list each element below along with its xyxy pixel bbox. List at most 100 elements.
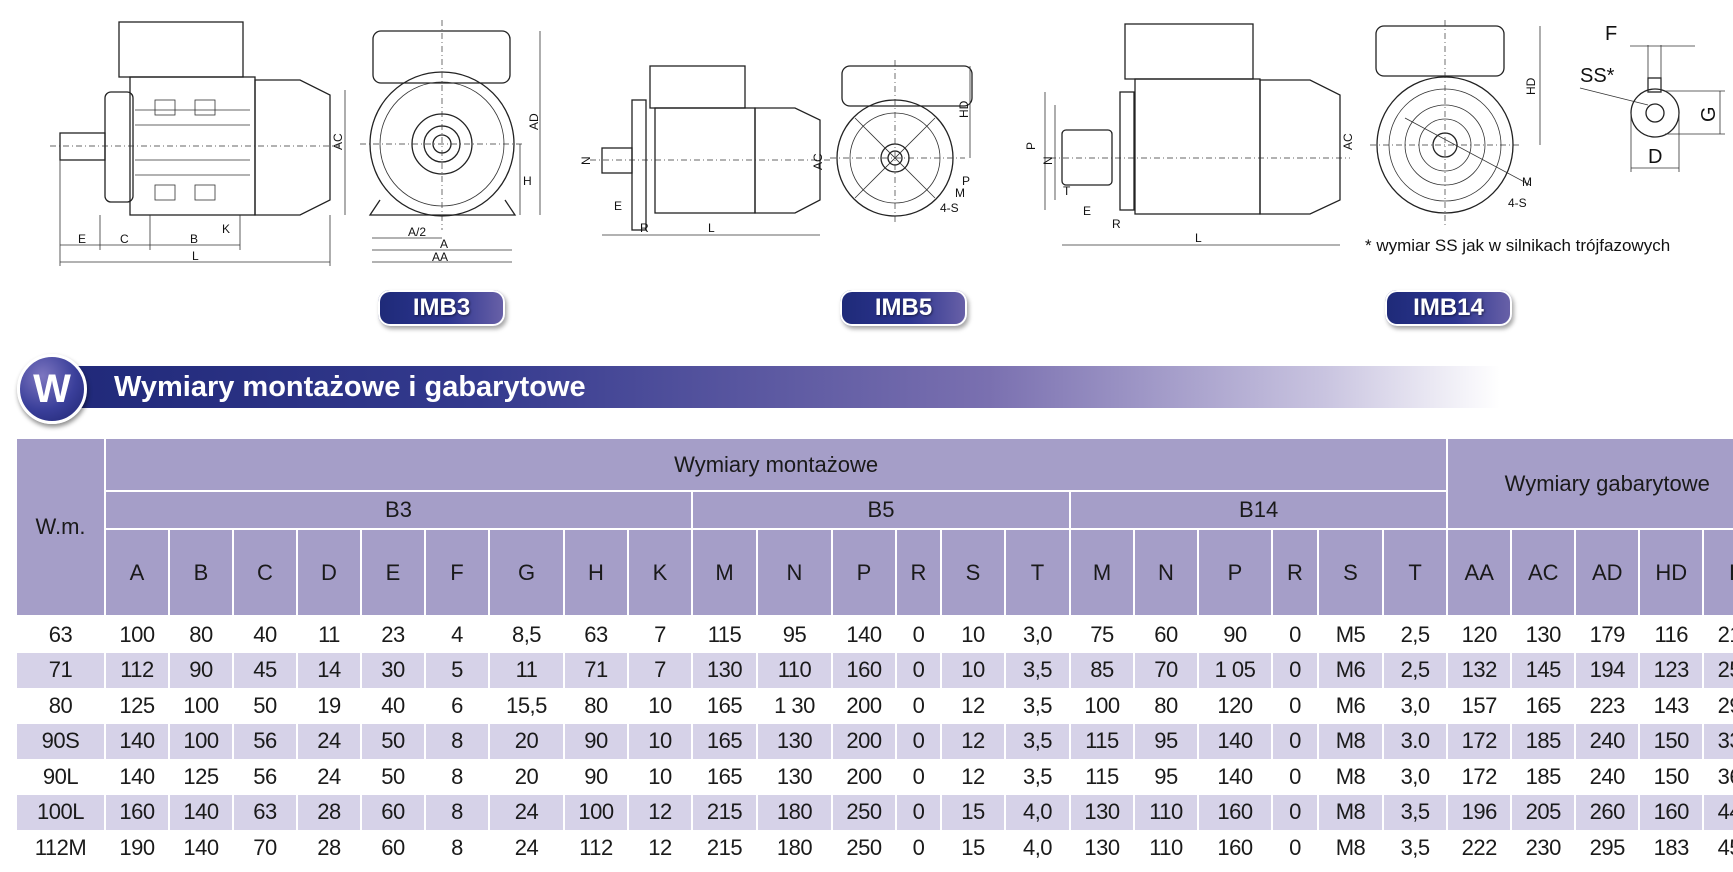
table-cell: 0	[1273, 652, 1317, 688]
col-header-b3: F	[426, 530, 488, 617]
table-cell: 110	[1135, 794, 1197, 830]
table-cell: 120	[1461, 621, 1498, 647]
table-cell: 115	[707, 621, 742, 647]
col-header-b3: C	[234, 530, 296, 617]
table-cell: 15	[942, 794, 1004, 830]
table-cell: M8	[1319, 794, 1382, 830]
table-cell: 290	[1717, 692, 1733, 718]
col-header-b5: N	[758, 530, 831, 617]
table-cell: 7	[629, 652, 691, 688]
shaft-detail: F SS* G D	[1579, 23, 1725, 172]
table-cell: 11	[490, 652, 563, 688]
table-cell: 8	[451, 834, 463, 860]
table-cell: 10	[648, 692, 672, 718]
table-cell: 3,5	[1022, 692, 1053, 718]
table-cell: 120	[1217, 692, 1253, 718]
table-cell: 196	[1448, 794, 1511, 830]
table-cell: 180	[776, 834, 813, 860]
table-cell: 1 05	[1199, 652, 1271, 688]
section-w-icon: W	[17, 354, 87, 424]
table-row: 71 112 90 45 14 30 5 11 71 7 130 110 160 0 10 3,5 85 70 1 …	[17, 652, 1733, 688]
table-row: 80 125 100 50 19 40 6 15,5 80 10 165 1 30 200 0 12 3,5 1…	[17, 688, 1733, 724]
table-cell: 23	[381, 621, 405, 647]
motor-size-cell: 100L	[17, 794, 104, 830]
table-cell: 0	[912, 621, 925, 647]
table-cell: 10	[648, 763, 672, 789]
label-l: L	[708, 221, 715, 235]
table-cell: 0	[1273, 794, 1317, 830]
table-cell: 116	[1654, 621, 1689, 647]
label-n: N	[579, 156, 593, 165]
label-ac: AC	[331, 133, 345, 150]
table-cell: 0	[1289, 763, 1301, 789]
table-cell: 160	[833, 652, 895, 688]
label-l: L	[1195, 231, 1202, 245]
table-cell: 8,5	[511, 621, 542, 647]
table-cell: 295	[1589, 834, 1626, 860]
table-cell: 100	[565, 794, 627, 830]
table-cell: 185	[1525, 763, 1562, 789]
table-cell: 172	[1448, 723, 1511, 759]
table-cell: 222	[1461, 834, 1498, 860]
table-cell: 200	[846, 692, 882, 718]
table-cell: 3,5	[1022, 763, 1053, 789]
table-cell: 63	[234, 794, 296, 830]
table-cell: 130	[693, 652, 756, 688]
table-cell: 8	[426, 723, 488, 759]
table-cell: 4	[451, 621, 463, 647]
table-cell: 90	[565, 723, 627, 759]
table-cell: 100	[1084, 692, 1120, 718]
col-header-overall: AD	[1576, 530, 1639, 617]
table-cell: 90	[1223, 621, 1247, 647]
table-cell: 8	[451, 763, 463, 789]
col-header-overall: AA	[1448, 530, 1511, 617]
table-cell: 150	[1640, 723, 1703, 759]
label-m: M	[1522, 175, 1532, 189]
table-cell: 194	[1576, 652, 1639, 688]
section-title: Wymiary montażowe i gabarytowe	[114, 371, 586, 403]
table-cell: 160	[1217, 834, 1253, 860]
table-cell: 2,5	[1400, 621, 1431, 647]
table-cell: 70	[253, 834, 277, 860]
table-cell: 24	[317, 763, 341, 789]
table-cell: 100	[183, 692, 219, 718]
label-m: M	[955, 186, 965, 200]
table-cell: 28	[298, 794, 360, 830]
table-cell: 179	[1589, 621, 1626, 647]
table-cell: M6	[1319, 652, 1382, 688]
table-cell: 112	[106, 652, 168, 688]
label-p: P	[1024, 142, 1038, 150]
table-cell: 80	[584, 692, 608, 718]
table-cell: 0	[1289, 834, 1301, 860]
table-cell: 200	[846, 763, 882, 789]
table-cell: 2,5	[1384, 652, 1447, 688]
table-cell: 95	[1154, 763, 1178, 789]
label-k: K	[222, 222, 230, 236]
table-cell: 40	[253, 621, 277, 647]
table-cell: M6	[1335, 692, 1366, 718]
table-cell: 11	[318, 621, 340, 647]
label-h: H	[523, 174, 532, 188]
table-cell: 4,0	[1022, 834, 1053, 860]
table-cell: 335	[1704, 723, 1733, 759]
table-cell: 160	[1199, 794, 1271, 830]
table-cell: 10	[629, 723, 691, 759]
table-cell: 60	[381, 834, 405, 860]
table-cell: 0	[897, 794, 940, 830]
col-header-overall: HD	[1640, 530, 1703, 617]
table-cell: 63	[584, 621, 608, 647]
table-cell: 172	[1461, 763, 1498, 789]
table-cell: 3,5	[1006, 723, 1069, 759]
header-b5: B5	[693, 492, 1069, 530]
table-cell: 125	[119, 692, 155, 718]
col-header-b5: R	[897, 530, 940, 617]
table-cell: 115	[1085, 763, 1119, 789]
header-b14: B14	[1071, 492, 1447, 530]
table-cell: 183	[1653, 834, 1690, 860]
footnote-ss: * wymiar SS jak w silnikach trójfazowych	[1365, 236, 1671, 255]
col-header-b5: T	[1006, 530, 1069, 617]
motor-size-cell: 90L	[42, 763, 79, 789]
table-cell: 165	[706, 692, 743, 718]
table-cell: 15,5	[506, 692, 547, 718]
label-b: B	[190, 232, 198, 246]
